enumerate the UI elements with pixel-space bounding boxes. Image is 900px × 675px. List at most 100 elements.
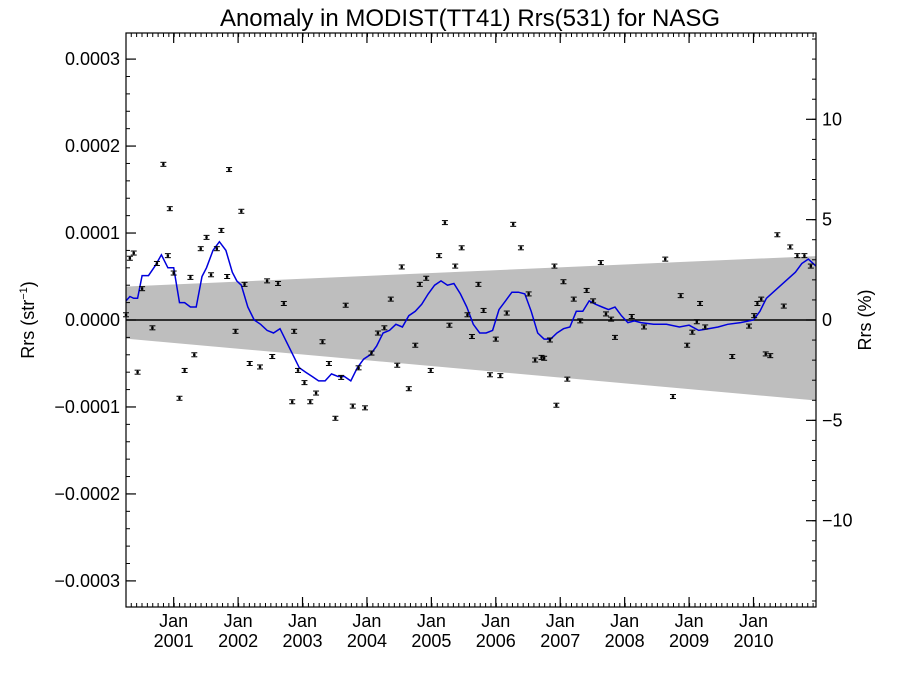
data-point [801, 253, 808, 259]
y-tick-label-left: 0.0002 [65, 136, 120, 156]
data-point [689, 329, 696, 335]
point-marker [282, 302, 286, 305]
point-marker [470, 335, 474, 338]
data-point [264, 278, 271, 284]
data-point [464, 312, 471, 318]
data-point [213, 246, 220, 252]
point-marker [579, 319, 582, 323]
point-marker [548, 338, 552, 342]
point-marker [756, 302, 759, 305]
x-tick-label-year: 2006 [476, 631, 516, 651]
data-point [387, 296, 394, 302]
data-point [475, 281, 482, 287]
point-marker [271, 355, 274, 358]
data-point [126, 255, 133, 261]
data-point [153, 260, 160, 266]
data-point [702, 324, 709, 330]
data-point [203, 234, 210, 240]
point-marker [248, 362, 251, 365]
point-marker [225, 275, 229, 278]
x-tick-label-year: 2002 [218, 631, 258, 651]
point-marker [642, 325, 646, 329]
data-point [794, 253, 801, 259]
point-marker [679, 294, 682, 297]
data-point [611, 334, 618, 340]
point-marker [276, 282, 280, 285]
data-point [780, 303, 787, 309]
point-marker [482, 309, 485, 312]
data-point [355, 365, 362, 371]
data-point [134, 369, 141, 375]
y-tick-label-left: −0.0001 [54, 397, 120, 417]
point-marker [389, 297, 392, 301]
point-marker [321, 340, 324, 343]
data-point [164, 253, 171, 259]
data-point [362, 405, 369, 411]
data-point [608, 316, 615, 322]
y-tick-label-left: 0.0000 [65, 310, 120, 330]
x-tick-label-month: Jan [546, 611, 575, 631]
point-marker [314, 391, 318, 395]
data-point [767, 353, 774, 359]
data-point [525, 291, 532, 297]
point-marker [448, 324, 451, 327]
data-point [295, 367, 302, 373]
point-marker [540, 356, 543, 359]
point-marker [292, 330, 296, 333]
point-marker [477, 283, 480, 286]
data-point [597, 260, 604, 266]
point-marker [599, 261, 603, 264]
data-point [468, 334, 475, 340]
data-point [640, 324, 647, 330]
x-tick-label-month: Jan [675, 611, 704, 631]
point-marker [747, 324, 751, 328]
data-point [553, 402, 560, 408]
point-marker [703, 325, 707, 329]
point-marker [363, 406, 367, 410]
point-marker [555, 404, 558, 407]
data-point [577, 318, 584, 324]
data-point [762, 351, 769, 357]
point-marker [769, 354, 772, 357]
data-point [280, 300, 287, 306]
data-point [662, 256, 669, 262]
point-marker [258, 365, 262, 369]
data-point [590, 298, 597, 304]
x-tick-label-month: Jan [224, 611, 253, 631]
data-point [170, 270, 177, 276]
point-marker [140, 287, 144, 290]
y-tick-label-left: −0.0002 [54, 484, 120, 504]
data-point [269, 354, 276, 360]
point-marker [630, 315, 633, 318]
point-marker [671, 395, 675, 398]
point-marker [400, 265, 403, 269]
data-point [480, 307, 487, 313]
data-point [492, 336, 499, 342]
point-marker [789, 245, 792, 249]
chart-title: Anomaly in MODIST(TT41) Rrs(531) for NAS… [220, 5, 720, 32]
data-point [130, 250, 137, 256]
data-point [291, 328, 298, 334]
point-marker [803, 254, 806, 257]
x-tick-label-year: 2008 [605, 631, 645, 651]
point-marker [609, 317, 613, 321]
point-marker [776, 233, 779, 236]
point-marker [155, 262, 159, 265]
data-point [332, 415, 339, 421]
x-tick-label-month: Jan [159, 611, 188, 631]
y-tick-label-right: −5 [822, 410, 843, 430]
point-marker [527, 292, 530, 296]
point-marker [553, 264, 556, 268]
data-point [452, 263, 459, 269]
point-marker [418, 283, 421, 286]
data-point [405, 386, 412, 392]
data-point [289, 399, 296, 405]
data-point [197, 246, 204, 252]
point-marker [243, 283, 246, 286]
point-marker [303, 381, 306, 384]
point-marker [454, 264, 457, 268]
running-mean-line [125, 240, 817, 383]
point-marker [499, 374, 502, 377]
data-point [423, 275, 430, 281]
